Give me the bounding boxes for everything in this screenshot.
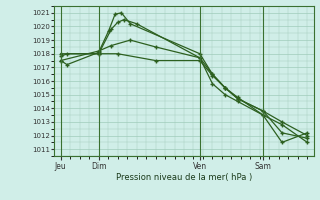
X-axis label: Pression niveau de la mer( hPa ): Pression niveau de la mer( hPa ) [116, 173, 252, 182]
